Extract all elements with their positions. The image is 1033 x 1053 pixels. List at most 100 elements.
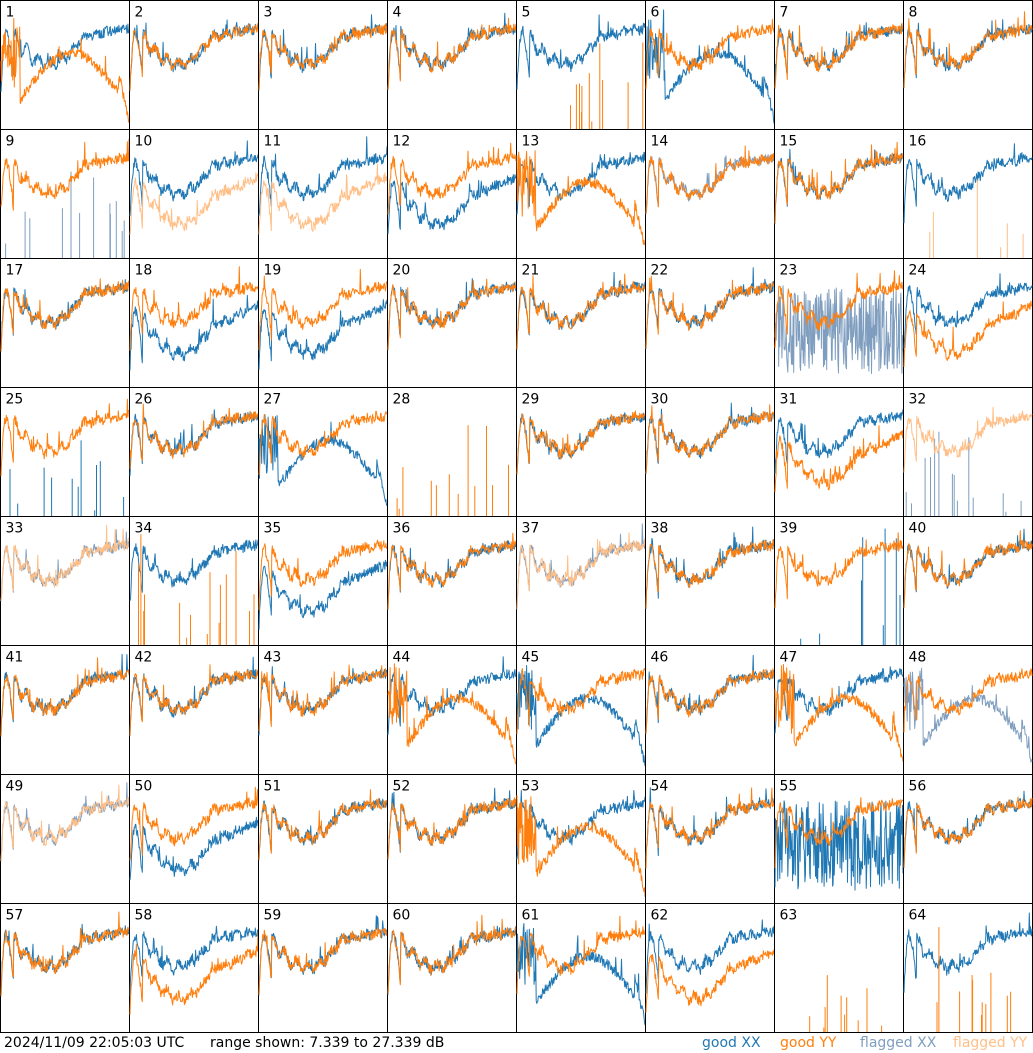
tile-panel-12: 12	[387, 129, 517, 259]
panel-number: 59	[264, 908, 282, 924]
trace-good-xx-62	[645, 919, 775, 994]
trace-flagged-yy-16	[929, 179, 1024, 258]
tile-panel-10: 10	[129, 129, 259, 259]
panel-frame	[645, 0, 775, 130]
trace-good-yy-1	[0, 18, 130, 123]
legend-flagged-yy: flagged YY	[953, 1035, 1028, 1051]
trace-flagged-xx-9	[5, 171, 125, 258]
tile-panel-53: 53	[516, 774, 646, 904]
panel-number: 37	[522, 521, 540, 537]
panel-number: 3	[264, 5, 273, 21]
panel-number: 42	[135, 650, 153, 666]
panel-number: 60	[393, 908, 411, 924]
trace-good-yy-62	[645, 949, 775, 1013]
trace-good-yy-9	[0, 138, 130, 211]
trace-good-yy-63	[809, 975, 883, 1032]
panel-number: 33	[6, 521, 24, 537]
tile-panel-28: 28	[387, 387, 517, 517]
tile-panel-62: 62	[645, 903, 775, 1033]
trace-good-yy-41	[0, 657, 130, 737]
tile-panel-36: 36	[387, 516, 517, 646]
panel-number: 12	[393, 134, 411, 150]
panel-number: 46	[651, 650, 669, 666]
trace-good-yy-22	[645, 275, 775, 349]
tile-panel-50: 50	[129, 774, 259, 904]
trace-good-yy-17	[0, 278, 130, 352]
panel-number: 17	[6, 263, 24, 279]
tile-panel-25: 25	[0, 387, 130, 517]
panel-number: 18	[135, 263, 153, 279]
panel-number: 32	[909, 392, 927, 408]
tile-panel-30: 30	[645, 387, 775, 517]
panel-number: 24	[909, 263, 927, 279]
panel-frame	[903, 0, 1033, 130]
panel-number: 20	[393, 263, 411, 279]
trace-good-yy-38	[645, 539, 775, 609]
trace-good-yy-21	[516, 273, 646, 350]
trace-good-xx-25	[9, 440, 125, 516]
trace-good-yy-57	[0, 911, 130, 997]
tile-panel-9: 9	[0, 129, 130, 259]
trace-good-xx-30	[645, 402, 775, 474]
trace-good-xx-18	[129, 294, 259, 371]
tile-panel-3: 3	[258, 0, 388, 130]
range-text: range shown: 7.339 to 27.339 dB	[210, 1035, 445, 1051]
trace-good-xx-61	[516, 923, 646, 1026]
trace-good-yy-31	[774, 425, 904, 493]
tile-panel-11: 11	[258, 129, 388, 259]
tile-panel-46: 46	[645, 645, 775, 775]
panel-number: 11	[264, 134, 282, 150]
tile-panel-35: 35	[258, 516, 388, 646]
trace-flagged-yy-10	[129, 172, 259, 235]
tile-panel-8: 8	[903, 0, 1033, 130]
tile-panel-1: 1	[0, 0, 130, 130]
tile-panel-21: 21	[516, 258, 646, 388]
panel-number: 55	[780, 779, 798, 795]
panel-number: 57	[6, 908, 24, 924]
tile-panel-15: 15	[774, 129, 904, 259]
trace-good-yy-12	[387, 142, 517, 215]
trace-good-yy-7	[774, 22, 904, 89]
tile-panel-55: 55	[774, 774, 904, 904]
tile-panel-60: 60	[387, 903, 517, 1033]
trace-good-yy-48	[903, 668, 1033, 733]
trace-good-yy-54	[645, 787, 775, 869]
tile-panel-39: 39	[774, 516, 904, 646]
panel-number: 40	[909, 521, 927, 537]
panel-number: 31	[780, 392, 798, 408]
trace-good-xx-50	[129, 816, 259, 880]
trace-good-xx-13	[516, 151, 646, 215]
footer-bar: 2024/11/09 22:05:03 UTC range shown: 7.3…	[0, 1033, 1033, 1053]
tile-panel-41: 41	[0, 645, 130, 775]
trace-good-xx-64	[903, 912, 1033, 993]
trace-good-yy-25	[0, 398, 130, 477]
trace-good-yy-56	[903, 796, 1033, 868]
panel-number: 56	[909, 779, 927, 795]
tile-panel-13: 13	[516, 129, 646, 259]
tile-panel-26: 26	[129, 387, 259, 517]
trace-good-xx-24	[903, 273, 1033, 349]
tile-panel-7: 7	[774, 0, 904, 130]
tile-panel-40: 40	[903, 516, 1033, 646]
tile-panel-64: 64	[903, 903, 1033, 1033]
tile-panel-42: 42	[129, 645, 259, 775]
trace-good-yy-13	[516, 150, 646, 246]
trace-flagged-xx-23	[774, 285, 904, 374]
tile-panel-34: 34	[129, 516, 259, 646]
panel-number: 49	[6, 779, 24, 795]
trace-good-yy-55	[774, 797, 904, 869]
panel-number: 9	[6, 134, 15, 150]
panel-number: 10	[135, 134, 153, 150]
panel-number: 44	[393, 650, 411, 666]
trace-good-yy-53	[516, 795, 646, 897]
panel-number: 1	[6, 5, 15, 21]
trace-good-yy-14	[645, 145, 775, 214]
panel-number: 21	[522, 263, 540, 279]
trace-good-yy-51	[258, 789, 388, 860]
trace-flagged-yy-37	[516, 532, 646, 610]
trace-good-yy-42	[129, 664, 259, 736]
panel-number: 27	[264, 392, 282, 408]
trace-good-xx-53	[516, 790, 646, 860]
trace-good-yy-27	[258, 410, 388, 476]
tile-panel-43: 43	[258, 645, 388, 775]
